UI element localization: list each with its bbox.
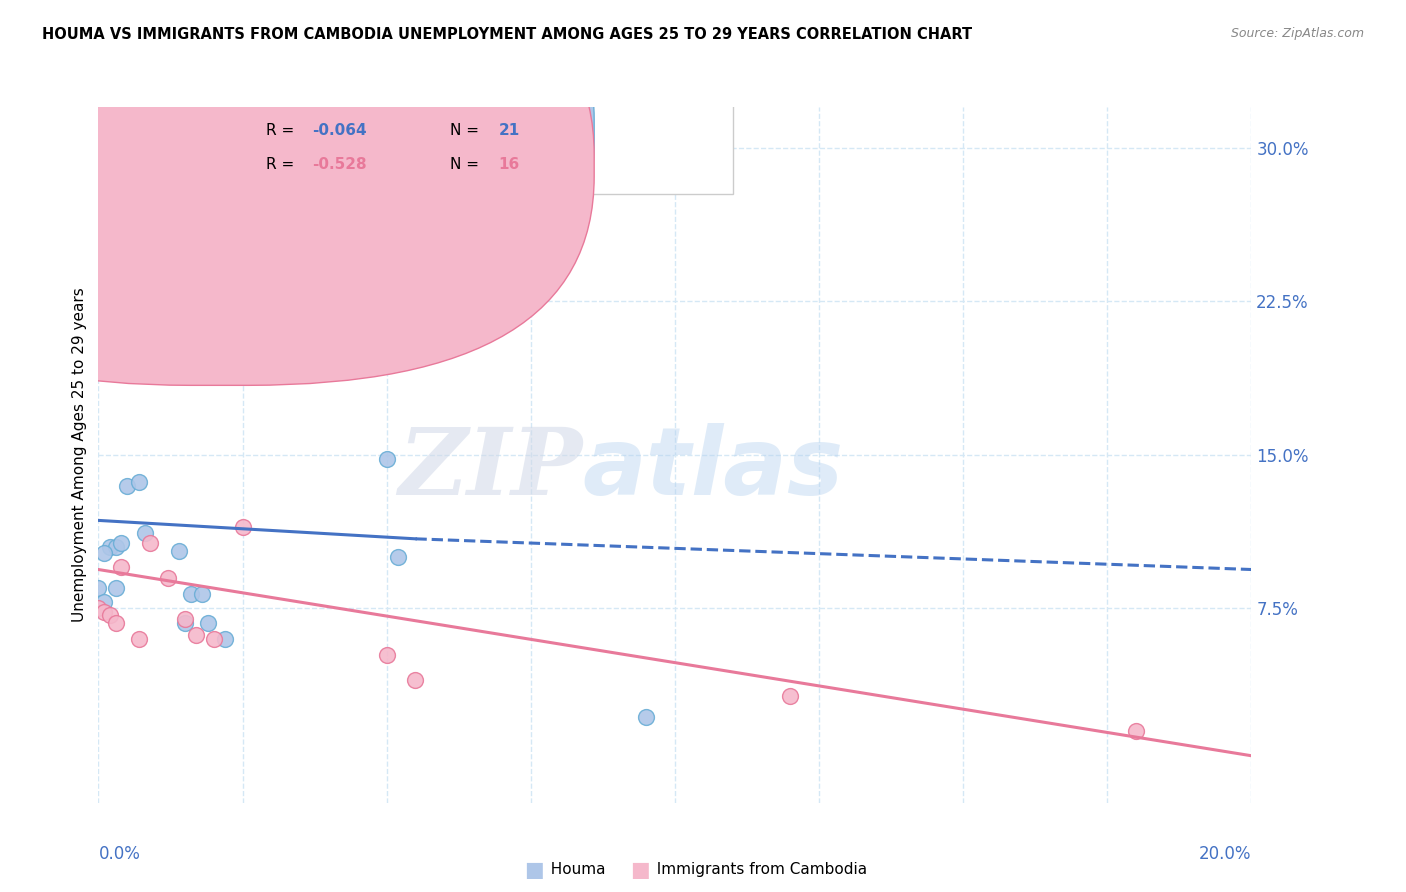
- Point: [93, 546, 115, 560]
- Text: Immigrants from Cambodia: Immigrants from Cambodia: [647, 863, 868, 877]
- Point: [167, 544, 190, 558]
- Text: ■: ■: [524, 860, 544, 880]
- Point: [117, 478, 138, 492]
- FancyBboxPatch shape: [167, 100, 733, 194]
- Point: [1125, 724, 1147, 739]
- Text: atlas: atlas: [582, 423, 844, 515]
- Point: [156, 192, 179, 206]
- Text: 0.0%: 0.0%: [98, 845, 141, 863]
- Point: [202, 632, 225, 646]
- Point: [145, 212, 167, 227]
- Text: Source: ZipAtlas.com: Source: ZipAtlas.com: [1230, 27, 1364, 40]
- Point: [110, 536, 132, 550]
- Text: 21: 21: [499, 122, 520, 137]
- Point: [98, 607, 121, 622]
- Text: -0.064: -0.064: [312, 122, 367, 137]
- Point: [156, 571, 179, 585]
- Point: [405, 673, 427, 687]
- Point: [98, 540, 121, 554]
- Point: [186, 628, 208, 642]
- Point: [104, 581, 127, 595]
- Point: [87, 601, 110, 615]
- Point: [104, 540, 127, 554]
- Point: [779, 690, 801, 704]
- Point: [93, 595, 115, 609]
- Point: [87, 581, 110, 595]
- Text: 16: 16: [499, 157, 520, 172]
- Text: N =: N =: [450, 122, 484, 137]
- Text: ZIP: ZIP: [398, 424, 582, 514]
- Text: -0.528: -0.528: [312, 157, 367, 172]
- Point: [636, 710, 658, 724]
- Text: Houma: Houma: [541, 863, 606, 877]
- Point: [180, 587, 202, 601]
- Point: [214, 632, 236, 646]
- FancyBboxPatch shape: [0, 0, 595, 385]
- Point: [93, 606, 115, 620]
- Point: [134, 525, 156, 540]
- Text: ■: ■: [630, 860, 650, 880]
- Point: [128, 475, 150, 489]
- Point: [197, 615, 219, 630]
- Y-axis label: Unemployment Among Ages 25 to 29 years: Unemployment Among Ages 25 to 29 years: [72, 287, 87, 623]
- Point: [375, 452, 398, 467]
- Point: [104, 615, 127, 630]
- Point: [375, 648, 398, 663]
- FancyBboxPatch shape: [0, 0, 595, 351]
- Text: N =: N =: [450, 157, 484, 172]
- Point: [128, 632, 150, 646]
- Text: R =: R =: [266, 157, 298, 172]
- Point: [174, 615, 197, 630]
- Point: [387, 550, 409, 565]
- Point: [110, 560, 132, 574]
- Point: [174, 612, 197, 626]
- Point: [231, 519, 254, 533]
- Point: [139, 536, 162, 550]
- Text: R =: R =: [266, 122, 298, 137]
- Text: HOUMA VS IMMIGRANTS FROM CAMBODIA UNEMPLOYMENT AMONG AGES 25 TO 29 YEARS CORRELA: HOUMA VS IMMIGRANTS FROM CAMBODIA UNEMPL…: [42, 27, 973, 42]
- Text: 20.0%: 20.0%: [1199, 845, 1251, 863]
- Point: [191, 587, 214, 601]
